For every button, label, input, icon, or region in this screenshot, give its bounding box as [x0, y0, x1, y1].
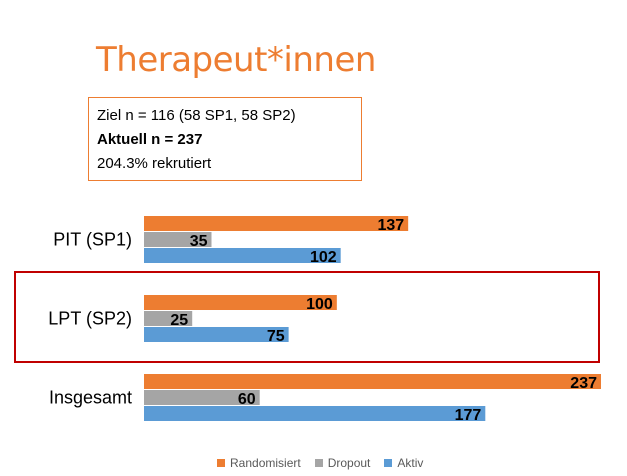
legend-item-aktiv: Aktiv	[384, 456, 423, 470]
bar-dropout-insgesamt	[144, 390, 260, 405]
bar-aktiv-insgesamt	[144, 406, 486, 421]
target-info-box: Ziel n = 116 (58 SP1, 58 SP2) Aktuell n …	[88, 97, 362, 181]
legend-label-aktiv: Aktiv	[397, 456, 424, 470]
legend-swatch-randomisiert	[217, 459, 225, 467]
bar-dropout-lpt-sp2	[144, 311, 193, 326]
data-label-randomisiert-insgesamt: 237	[570, 375, 597, 392]
bar-randomisiert-lpt-sp2	[144, 295, 337, 310]
bar-randomisiert-pit-sp1	[144, 216, 409, 231]
data-label-dropout-pit-sp1: 35	[190, 233, 208, 250]
bar-dropout-pit-sp1	[144, 232, 212, 247]
legend-swatch-dropout	[314, 459, 323, 467]
chart-legend: Randomisiert Dropout Aktiv	[217, 456, 423, 470]
legend-item-dropout: Dropout	[314, 456, 371, 470]
category-label-lpt-sp2: LPT (SP2)	[48, 309, 132, 329]
bar-randomisiert-insgesamt	[144, 374, 601, 389]
legend-swatch-aktiv	[384, 459, 393, 467]
current-count-line: Aktuell n = 237	[97, 131, 203, 148]
category-label-insgesamt: Insgesamt	[49, 388, 132, 408]
legend-label-dropout: Dropout	[327, 456, 371, 470]
data-label-randomisiert-lpt-sp2: 100	[306, 296, 333, 313]
highlight-frame	[14, 271, 600, 363]
bar-aktiv-lpt-sp2	[144, 327, 289, 342]
chart-title: Therapeut*innen	[96, 40, 376, 80]
data-label-aktiv-insgesamt: 177	[455, 407, 482, 424]
data-label-aktiv-lpt-sp2: 75	[267, 328, 285, 345]
category-label-pit-sp1: PIT (SP1)	[53, 230, 132, 250]
data-label-aktiv-pit-sp1: 102	[310, 249, 337, 266]
legend-item-randomisiert: Randomisiert	[217, 456, 301, 470]
bar-aktiv-pit-sp1	[144, 248, 341, 263]
data-label-dropout-lpt-sp2: 25	[170, 312, 188, 329]
legend-label-randomisiert: Randomisiert	[230, 456, 301, 470]
data-label-randomisiert-pit-sp1: 137	[377, 217, 404, 234]
target-line: Ziel n = 116 (58 SP1, 58 SP2)	[97, 107, 296, 124]
data-label-dropout-insgesamt: 60	[238, 391, 256, 408]
recruited-percent-line: 204.3% rekrutiert	[97, 155, 212, 172]
